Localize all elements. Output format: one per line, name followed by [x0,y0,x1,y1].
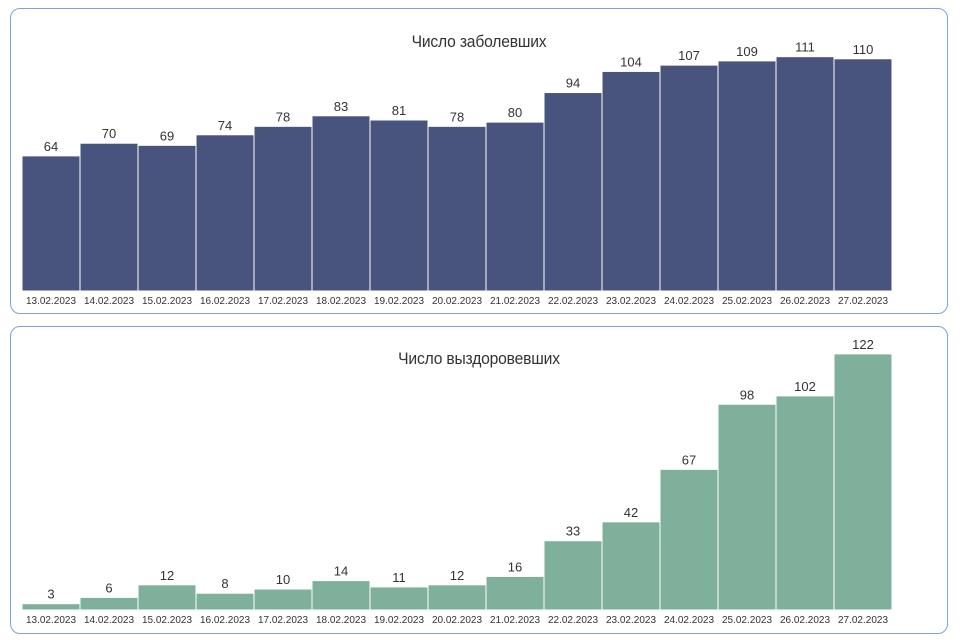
bar-recovered-24.02.2023 [659,468,719,611]
tick-label-recovered-18.02.2023: 18.02.2023 [316,615,366,626]
bar-recovered-27.02.2023 [833,353,893,611]
data-label-infected-19.02.2023: 81 [392,103,406,118]
tick-label-recovered-17.02.2023: 17.02.2023 [258,615,308,626]
tick-label-recovered-27.02.2023: 27.02.2023 [838,615,888,626]
bar-infected-27.02.2023 [833,58,893,292]
bar-recovered-21.02.2023 [485,575,545,611]
chart-infected: 64 13.02.2023 70 14.02.2023 69 15.02.2023 74 16… [21,40,893,307]
data-label-recovered-24.02.2023: 67 [682,452,696,467]
bar-infected-22.02.2023 [543,92,603,292]
data-label-recovered-25.02.2023: 98 [740,387,754,402]
data-label-infected-14.02.2023: 70 [102,126,116,141]
bar-recovered-26.02.2023 [775,395,835,611]
data-label-infected-15.02.2023: 69 [160,128,174,143]
bar-infected-24.02.2023 [659,64,719,292]
chart-recovered: 3 13.02.2023 6 14.02.2023 12 15.02.2023 8 16.02… [21,337,893,626]
tick-label-recovered-26.02.2023: 26.02.2023 [780,615,830,626]
data-label-recovered-15.02.2023: 12 [160,568,174,583]
data-label-infected-25.02.2023: 109 [736,44,758,59]
tick-label-recovered-19.02.2023: 19.02.2023 [374,615,424,626]
data-label-recovered-14.02.2023: 6 [105,580,112,595]
data-label-infected-24.02.2023: 107 [678,48,700,63]
tick-label-infected-20.02.2023: 20.02.2023 [432,296,482,307]
tick-label-infected-16.02.2023: 16.02.2023 [200,296,250,307]
data-label-recovered-22.02.2023: 33 [566,524,580,539]
data-label-recovered-26.02.2023: 102 [794,379,816,394]
bar-infected-18.02.2023 [311,115,371,292]
bar-infected-13.02.2023 [21,155,81,292]
data-label-recovered-21.02.2023: 16 [508,559,522,574]
tick-label-infected-23.02.2023: 23.02.2023 [606,296,656,307]
bar-recovered-23.02.2023 [601,521,661,611]
tick-label-recovered-15.02.2023: 15.02.2023 [142,615,192,626]
bar-infected-23.02.2023 [601,70,661,292]
bar-recovered-15.02.2023 [137,584,197,611]
bar-recovered-17.02.2023 [253,588,313,611]
bar-infected-21.02.2023 [485,121,545,292]
data-label-infected-17.02.2023: 78 [276,109,290,124]
data-label-recovered-23.02.2023: 42 [624,505,638,520]
chart-title-recovered: Число выздоровевших [398,349,560,368]
tick-label-recovered-23.02.2023: 23.02.2023 [606,615,656,626]
data-label-infected-16.02.2023: 74 [218,118,232,133]
bar-recovered-22.02.2023 [543,540,603,611]
bar-recovered-18.02.2023 [311,580,371,611]
tick-label-infected-26.02.2023: 26.02.2023 [780,296,830,307]
bar-recovered-13.02.2023 [21,603,81,611]
tick-label-infected-15.02.2023: 15.02.2023 [142,296,192,307]
bar-infected-25.02.2023 [717,60,777,292]
tick-label-recovered-24.02.2023: 24.02.2023 [664,615,714,626]
bar-recovered-19.02.2023 [369,586,429,611]
bar-recovered-14.02.2023 [79,596,139,611]
tick-label-recovered-25.02.2023: 25.02.2023 [722,615,772,626]
tick-label-recovered-16.02.2023: 16.02.2023 [200,615,250,626]
tick-label-recovered-13.02.2023: 13.02.2023 [26,615,76,626]
bar-infected-15.02.2023 [137,144,197,292]
data-label-infected-13.02.2023: 64 [44,139,58,154]
data-label-infected-20.02.2023: 78 [450,109,464,124]
tick-label-infected-19.02.2023: 19.02.2023 [374,296,424,307]
tick-label-recovered-21.02.2023: 21.02.2023 [490,615,540,626]
data-label-recovered-19.02.2023: 11 [392,570,406,585]
bar-recovered-25.02.2023 [717,403,777,611]
bar-infected-16.02.2023 [195,134,255,292]
bar-infected-19.02.2023 [369,119,429,292]
tick-label-infected-13.02.2023: 13.02.2023 [26,296,76,307]
data-label-recovered-13.02.2023: 3 [47,587,54,602]
data-label-infected-21.02.2023: 80 [508,105,522,120]
tick-label-infected-18.02.2023: 18.02.2023 [316,296,366,307]
data-label-recovered-18.02.2023: 14 [334,564,348,579]
bar-infected-17.02.2023 [253,125,313,292]
tick-label-recovered-22.02.2023: 22.02.2023 [548,615,598,626]
bar-infected-14.02.2023 [79,142,139,292]
data-label-recovered-17.02.2023: 10 [276,572,290,587]
data-label-recovered-16.02.2023: 8 [221,576,228,591]
tick-label-infected-21.02.2023: 21.02.2023 [490,296,540,307]
data-label-recovered-27.02.2023: 122 [852,337,874,352]
data-label-infected-26.02.2023: 111 [795,40,815,55]
data-label-recovered-20.02.2023: 12 [450,568,464,583]
tick-label-infected-24.02.2023: 24.02.2023 [664,296,714,307]
bar-infected-20.02.2023 [427,125,487,292]
bar-recovered-20.02.2023 [427,584,487,611]
tick-label-recovered-20.02.2023: 20.02.2023 [432,615,482,626]
data-label-infected-27.02.2023: 110 [853,42,874,57]
data-label-infected-23.02.2023: 104 [620,54,642,69]
tick-label-infected-14.02.2023: 14.02.2023 [84,296,134,307]
tick-label-infected-22.02.2023: 22.02.2023 [548,296,598,307]
tick-label-recovered-14.02.2023: 14.02.2023 [84,615,134,626]
tick-label-infected-25.02.2023: 25.02.2023 [722,296,772,307]
data-label-infected-22.02.2023: 94 [566,76,580,91]
data-label-infected-18.02.2023: 83 [334,99,348,114]
tick-label-infected-27.02.2023: 27.02.2023 [838,296,888,307]
bar-infected-26.02.2023 [775,56,835,292]
chart-title-infected: Число заболевших [411,32,547,51]
tick-label-infected-17.02.2023: 17.02.2023 [258,296,308,307]
bar-recovered-16.02.2023 [195,592,255,611]
